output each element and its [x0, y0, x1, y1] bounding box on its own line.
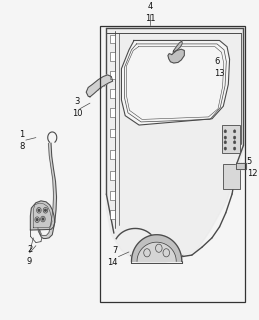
- Circle shape: [45, 209, 46, 211]
- Circle shape: [224, 141, 227, 144]
- Circle shape: [37, 219, 38, 220]
- Polygon shape: [168, 49, 184, 63]
- Text: 4: 4: [148, 2, 153, 11]
- Text: 8: 8: [19, 142, 25, 151]
- Text: 9: 9: [27, 257, 32, 266]
- Circle shape: [233, 141, 236, 144]
- Circle shape: [233, 136, 236, 139]
- Circle shape: [42, 218, 44, 220]
- Polygon shape: [86, 75, 113, 97]
- Bar: [110, 35, 115, 43]
- Bar: [110, 70, 115, 79]
- Bar: [110, 210, 115, 219]
- Text: 12: 12: [247, 169, 257, 178]
- Bar: [110, 171, 115, 180]
- Text: 5: 5: [247, 157, 252, 166]
- Polygon shape: [30, 201, 55, 230]
- Polygon shape: [121, 40, 229, 125]
- Polygon shape: [137, 242, 176, 261]
- Text: 2: 2: [27, 244, 32, 253]
- Polygon shape: [132, 235, 182, 261]
- Bar: [110, 52, 115, 60]
- Bar: [110, 129, 115, 137]
- Text: 7: 7: [112, 246, 118, 255]
- Circle shape: [233, 147, 236, 150]
- Circle shape: [224, 130, 227, 133]
- Polygon shape: [236, 163, 246, 169]
- Bar: [110, 191, 115, 200]
- Bar: [223, 164, 240, 189]
- Bar: [100, 26, 245, 302]
- Polygon shape: [173, 41, 182, 52]
- Circle shape: [224, 147, 227, 150]
- Text: 6: 6: [214, 57, 220, 66]
- Bar: [110, 150, 115, 159]
- Text: 10: 10: [72, 109, 83, 118]
- Text: 1: 1: [19, 130, 25, 139]
- Bar: [222, 125, 240, 153]
- Bar: [110, 108, 115, 117]
- Bar: [110, 89, 115, 98]
- Polygon shape: [106, 28, 245, 263]
- Text: 11: 11: [145, 14, 156, 23]
- Circle shape: [38, 209, 40, 211]
- Polygon shape: [38, 143, 56, 238]
- Text: 14: 14: [107, 258, 118, 267]
- Text: 13: 13: [214, 69, 225, 78]
- Circle shape: [233, 130, 236, 133]
- Text: 3: 3: [75, 97, 80, 106]
- Circle shape: [224, 136, 227, 139]
